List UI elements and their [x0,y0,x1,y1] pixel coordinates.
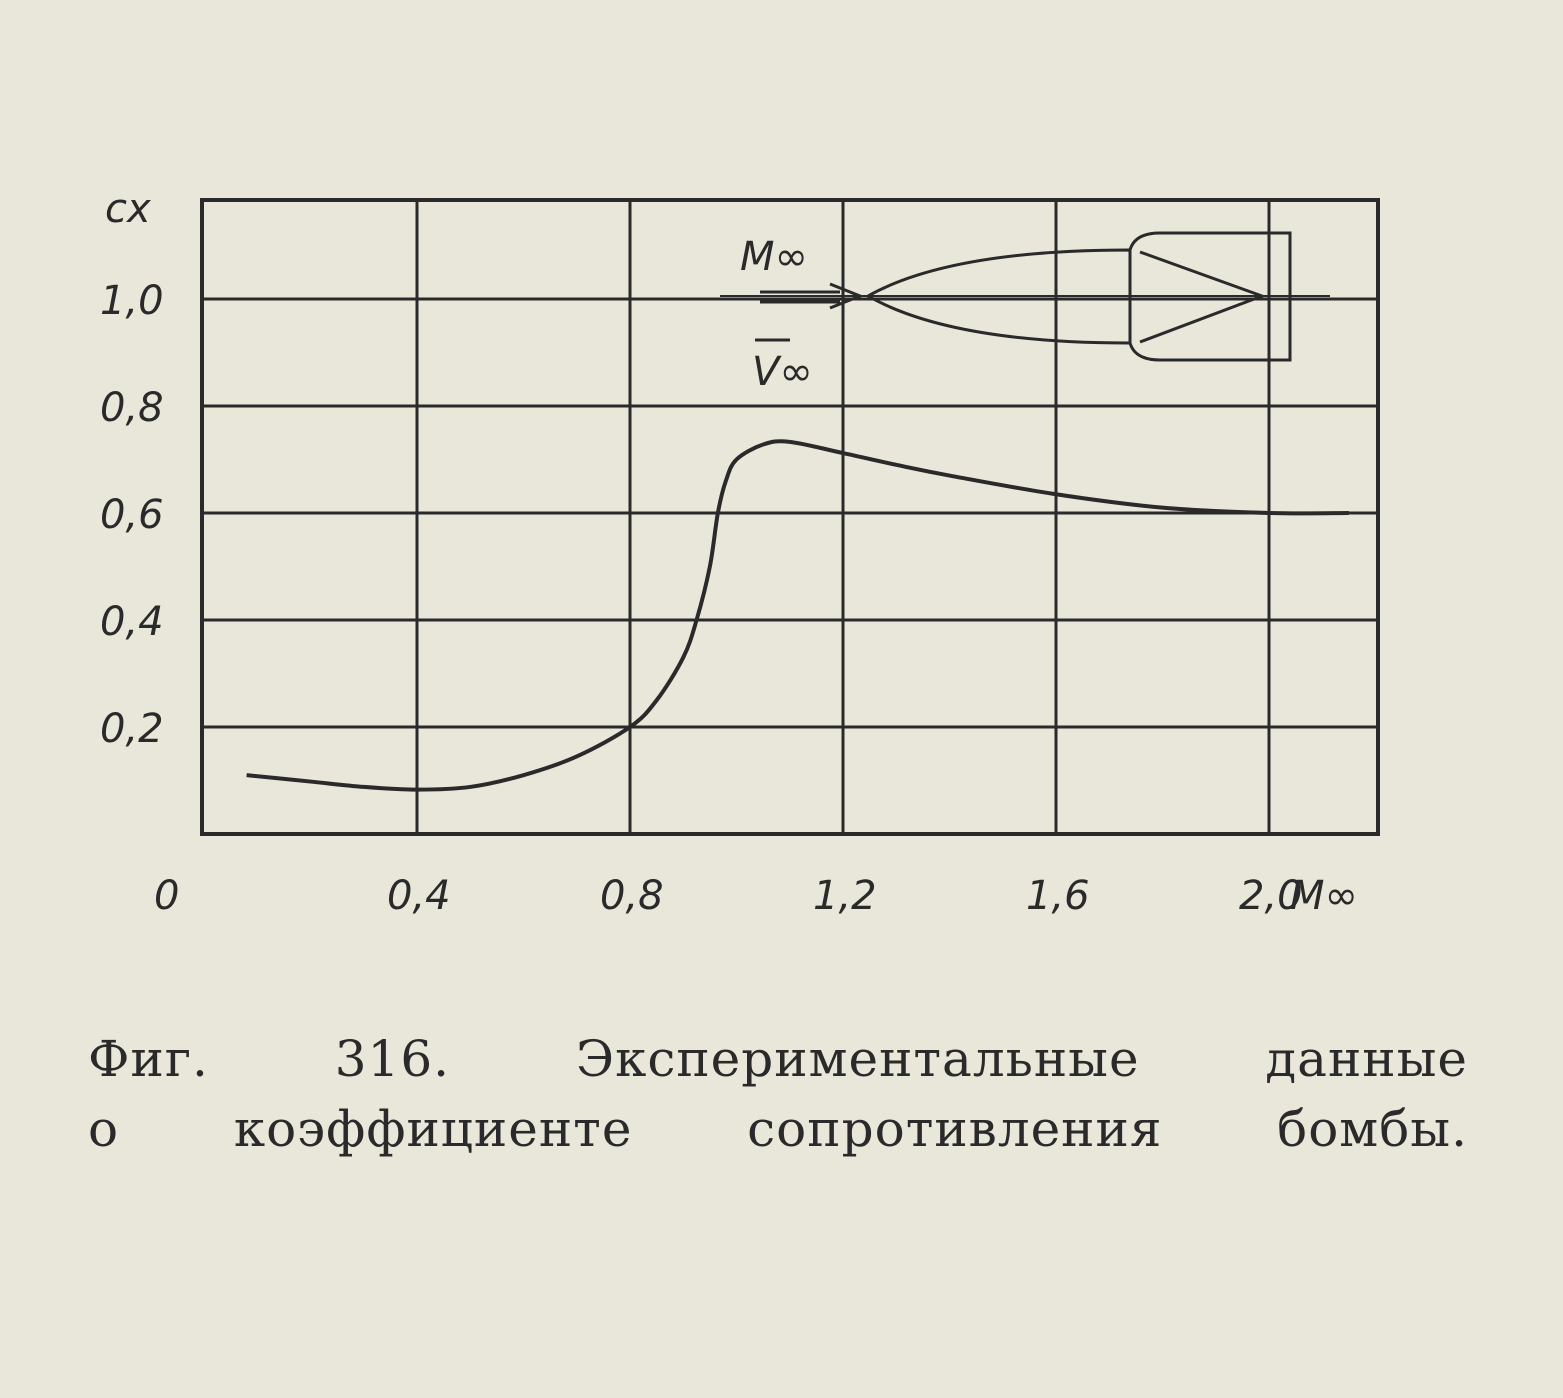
y-tick-label: 0,4 [100,599,164,645]
y-tick-label: 0,8 [100,385,164,431]
x-tick-label: 0 [154,873,179,919]
caption-line-2: о коэффициенте сопротивления бомбы. [88,1100,1468,1158]
flow-mach-label: M∞ [740,234,808,280]
x-axis-label: M∞ [1290,873,1358,919]
bomb-body [867,248,1132,345]
bomb-sketch-icon: M∞ V∞ [720,231,1330,395]
x-tick-label: 1,2 [813,873,877,919]
bomb-fins [1139,250,1267,344]
y-tick-label: 0,2 [100,706,164,752]
x-tick-label: 1,6 [1026,873,1090,919]
bomb-tail [1128,231,1292,362]
x-tick-label: 2,0 [1239,873,1303,919]
flow-velocity-label: V∞ [752,349,813,395]
drag-curve [246,439,1349,792]
x-tick-label: 0,4 [387,873,451,919]
y-axis-label: cx [105,186,151,232]
plot-frame [200,198,1380,836]
y-tick-label: 0,6 [100,492,164,538]
flow-arrow-icon [760,282,865,310]
drag-coefficient-chart: 0 0,4 0,8 1,2 1,6 2,0 0,2 0,4 0,6 0,8 1,0 cx M∞ M∞ V∞ [100,186,1380,919]
caption-line-1: Фиг. 316. Экспериментальные данные [88,1030,1468,1088]
x-tick-label: 0,8 [600,873,664,919]
y-tick-label: 1,0 [100,278,164,324]
